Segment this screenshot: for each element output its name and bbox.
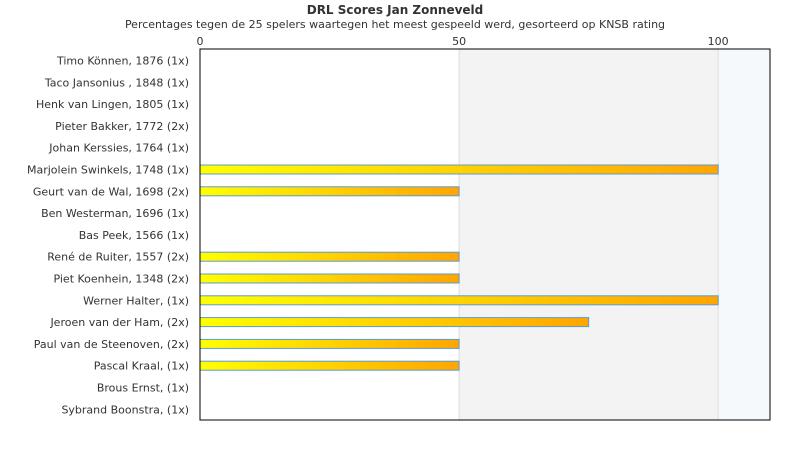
category-label: Jeroen van der Ham, (2x): [49, 316, 189, 329]
category-label: Ben Westerman, 1696 (1x): [41, 207, 189, 220]
category-label: Piet Koenhein, 1348 (2x): [53, 273, 189, 286]
bar: [199, 360, 460, 371]
bar: [199, 338, 460, 349]
bar: [199, 295, 719, 306]
bar: [199, 164, 719, 175]
category-label: Henk van Lingen, 1805 (1x): [36, 98, 189, 111]
category-label: Sybrand Boonstra, (1x): [61, 403, 189, 416]
plot-band-mid: [459, 49, 719, 420]
bar: [199, 317, 590, 328]
category-label: Taco Jansonius , 1848 (1x): [44, 76, 189, 89]
category-label: Paul van de Steenoven, (2x): [34, 338, 189, 351]
bar: [199, 273, 460, 284]
bar: [199, 251, 460, 262]
category-label: Bas Peek, 1566 (1x): [79, 229, 189, 242]
category-label: Pieter Bakker, 1772 (2x): [55, 120, 189, 133]
chart-title: DRL Scores Jan Zonneveld: [306, 3, 484, 17]
category-label: Timo Können, 1876 (1x): [56, 55, 189, 68]
chart-subtitle: Percentages tegen de 25 spelers waartege…: [124, 18, 666, 31]
category-label: Brous Ernst, (1x): [97, 382, 189, 395]
x-tick-label: 0: [197, 35, 204, 48]
category-label: Werner Halter, (1x): [83, 294, 189, 307]
category-label: Geurt van de Wal, 1698 (2x): [33, 185, 189, 198]
category-label: Pascal Kraal, (1x): [94, 360, 189, 373]
category-label: Marjolein Swinkels, 1748 (1x): [27, 164, 189, 177]
x-tick-label: 100: [708, 35, 729, 48]
plot-border: [199, 48, 771, 421]
x-tick-label: 50: [452, 35, 466, 48]
bar: [199, 186, 460, 197]
plot-band-high: [718, 49, 770, 420]
category-label: Johan Kerssies, 1764 (1x): [48, 142, 189, 155]
category-label: René de Ruiter, 1557 (2x): [47, 251, 189, 264]
